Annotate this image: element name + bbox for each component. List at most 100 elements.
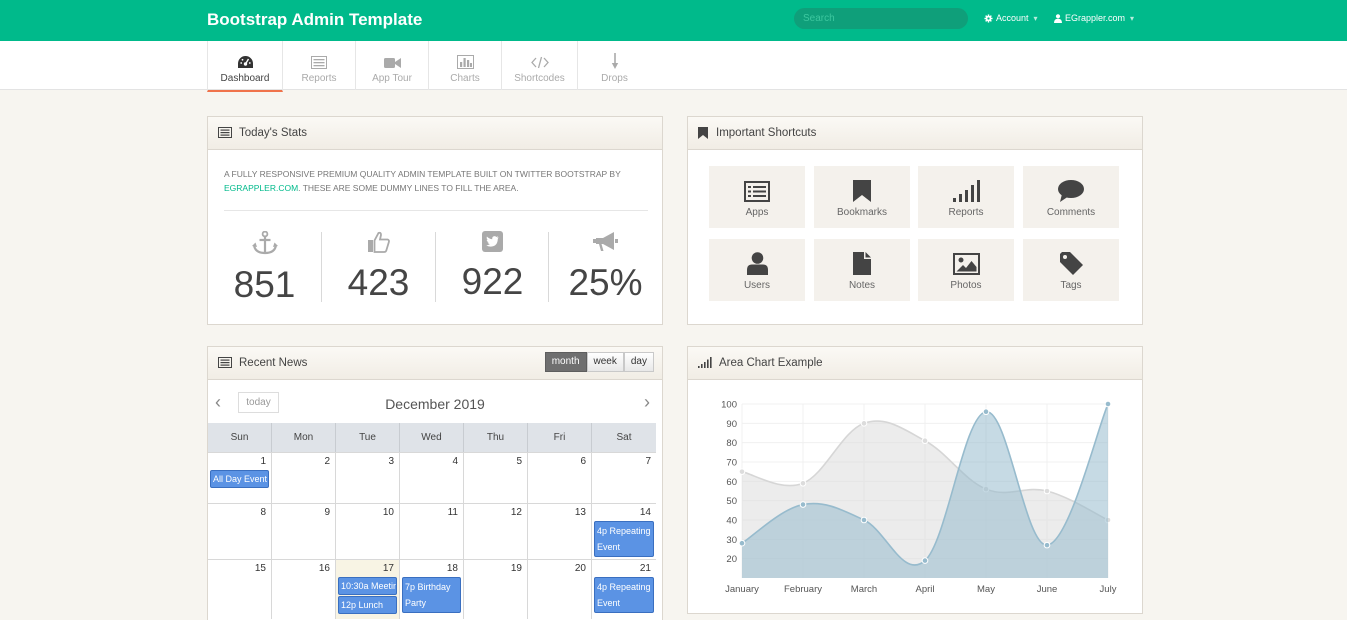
day-number: 1 bbox=[260, 456, 266, 467]
calendar-day-cell[interactable]: 4 bbox=[400, 452, 464, 503]
data-point bbox=[860, 516, 868, 524]
day-number: 8 bbox=[260, 507, 266, 518]
calendar-day-cell[interactable]: 21 4p Repeating Event bbox=[592, 559, 656, 619]
data-point bbox=[799, 479, 807, 487]
calendar-day-cell[interactable]: 11 bbox=[400, 503, 464, 559]
code-icon bbox=[530, 56, 549, 69]
tab-label: Charts bbox=[450, 73, 480, 84]
tab-label: Drops bbox=[601, 73, 628, 84]
weekday-header: Thu bbox=[464, 423, 528, 452]
tab-dashboard[interactable]: Dashboard bbox=[207, 41, 283, 92]
twitter-icon bbox=[482, 231, 503, 252]
divider bbox=[548, 232, 549, 302]
stats-widget: Today's Stats A fully responsive premium… bbox=[207, 116, 663, 325]
day-number: 19 bbox=[510, 563, 522, 574]
shortcut-label: Reports bbox=[948, 207, 984, 218]
user-menu[interactable]: EGrappler.com ▾ bbox=[1054, 13, 1134, 23]
calendar-day-cell[interactable]: 5 bbox=[464, 452, 528, 503]
data-point bbox=[1043, 487, 1051, 495]
view-week-button[interactable]: week bbox=[586, 352, 624, 372]
stat-item: 922 bbox=[436, 231, 549, 303]
data-point bbox=[860, 420, 868, 427]
egrappler-link[interactable]: EGrappler.com bbox=[224, 183, 299, 193]
calendar-view-switch: month week day bbox=[544, 352, 654, 372]
calendar-day-cell[interactable]: 8 bbox=[208, 503, 272, 559]
area-chart-widget: Area Chart Example 100 90 80 70 60 50 40 30 20 Ja… bbox=[687, 346, 1143, 614]
shortcut-notes[interactable]: Notes bbox=[814, 239, 910, 301]
calendar-day-cell[interactable]: 14 4p Repeating Event bbox=[592, 503, 656, 559]
x-tick-label: February bbox=[784, 584, 822, 595]
calendar-event[interactable]: 4p Repeating Event bbox=[594, 577, 654, 613]
shortcut-users[interactable]: Users bbox=[709, 239, 805, 301]
calendar-day-cell[interactable]: 1 All Day Event bbox=[208, 452, 272, 503]
thumbs-up-icon bbox=[367, 231, 390, 253]
next-month-button[interactable]: › bbox=[644, 392, 650, 412]
shortcut-label: Users bbox=[743, 280, 771, 291]
tab-charts[interactable]: Charts bbox=[429, 41, 502, 90]
day-number: 10 bbox=[382, 507, 394, 518]
shortcut-comments[interactable]: Comments bbox=[1023, 166, 1119, 228]
account-menu[interactable]: Account ▾ bbox=[984, 13, 1038, 23]
top-bar: Bootstrap Admin Template Account ▾ EGrap… bbox=[0, 0, 1347, 41]
calendar-day-cell[interactable]: 17 10:30a Meeting 12p Lunch bbox=[336, 559, 400, 619]
stat-value: 423 bbox=[347, 262, 410, 303]
anchor-icon bbox=[251, 230, 278, 255]
view-month-button[interactable]: month bbox=[544, 352, 587, 372]
tab-reports[interactable]: Reports bbox=[283, 41, 356, 90]
calendar-event[interactable]: 4p Repeating Event bbox=[594, 521, 654, 557]
calendar-event[interactable]: 12p Lunch bbox=[338, 596, 397, 614]
calendar-event[interactable]: 10:30a Meeting bbox=[338, 577, 397, 595]
tab-app-tour[interactable]: App Tour bbox=[356, 41, 429, 90]
shortcut-bookmarks[interactable]: Bookmarks bbox=[814, 166, 910, 228]
widget-header: Area Chart Example bbox=[688, 347, 1142, 380]
calendar-day-cell[interactable]: 9 bbox=[272, 503, 336, 559]
calendar-day-cell[interactable]: 16 bbox=[272, 559, 336, 619]
weekday-header: Sun bbox=[208, 423, 272, 452]
calendar-day-cell[interactable]: 10 bbox=[336, 503, 400, 559]
calendar-day-cell[interactable]: 2 bbox=[272, 452, 336, 503]
picture-icon bbox=[952, 253, 980, 275]
widget-header: Today's Stats bbox=[208, 117, 662, 150]
search-input[interactable] bbox=[794, 8, 968, 29]
chevron-down-icon: ▾ bbox=[1130, 13, 1135, 23]
day-number: 11 bbox=[447, 507, 458, 518]
x-tick-label: June bbox=[1037, 584, 1058, 595]
tab-shortcodes[interactable]: Shortcodes bbox=[502, 41, 578, 90]
shortcut-reports[interactable]: Reports bbox=[918, 166, 1014, 228]
area-chart: 100 90 80 70 60 50 40 30 20 January February March A… bbox=[721, 400, 1117, 596]
today-button[interactable]: today bbox=[238, 392, 279, 413]
calendar-day-cell[interactable]: 6 bbox=[528, 452, 592, 503]
user-icon bbox=[1054, 13, 1062, 23]
calendar-day-cell[interactable]: 19 bbox=[464, 559, 528, 619]
calendar-day-cell[interactable]: 7 bbox=[592, 452, 656, 503]
weekday-header: Mon bbox=[272, 423, 336, 452]
dashboard-icon bbox=[237, 56, 253, 68]
calendar-day-cell[interactable]: 13 bbox=[528, 503, 592, 559]
shortcut-apps[interactable]: Apps bbox=[709, 166, 805, 228]
brand-title[interactable]: Bootstrap Admin Template bbox=[207, 10, 423, 29]
calendar-day-cell[interactable]: 20 bbox=[528, 559, 592, 619]
calendar-day-cell[interactable]: 3 bbox=[336, 452, 400, 503]
prev-month-button[interactable]: ‹ bbox=[215, 392, 221, 412]
stat-value: 25% bbox=[568, 262, 643, 303]
shortcut-label: Photos bbox=[950, 280, 982, 291]
shortcut-photos[interactable]: Photos bbox=[918, 239, 1014, 301]
calendar-day-cell[interactable]: 15 bbox=[208, 559, 272, 619]
day-number: 14 bbox=[639, 507, 651, 518]
day-number: 18 bbox=[446, 563, 458, 574]
day-number: 3 bbox=[388, 456, 394, 467]
calendar-event[interactable]: All Day Event bbox=[210, 470, 269, 488]
calendar-day-cell[interactable]: 18 7p Birthday Party bbox=[400, 559, 464, 619]
weekday-header: Wed bbox=[400, 423, 464, 452]
shortcut-tags[interactable]: Tags bbox=[1023, 239, 1119, 301]
widget-title: Area Chart Example bbox=[719, 357, 823, 369]
day-number: 20 bbox=[574, 563, 586, 574]
video-camera-icon bbox=[383, 58, 401, 68]
calendar-event[interactable]: 7p Birthday Party bbox=[402, 577, 461, 613]
calendar-day-cell[interactable]: 12 bbox=[464, 503, 528, 559]
day-number: 4 bbox=[452, 456, 458, 467]
tab-drops[interactable]: Drops bbox=[578, 41, 651, 90]
tab-label: Shortcodes bbox=[514, 73, 565, 84]
data-point bbox=[738, 468, 746, 475]
view-day-button[interactable]: day bbox=[623, 352, 654, 372]
